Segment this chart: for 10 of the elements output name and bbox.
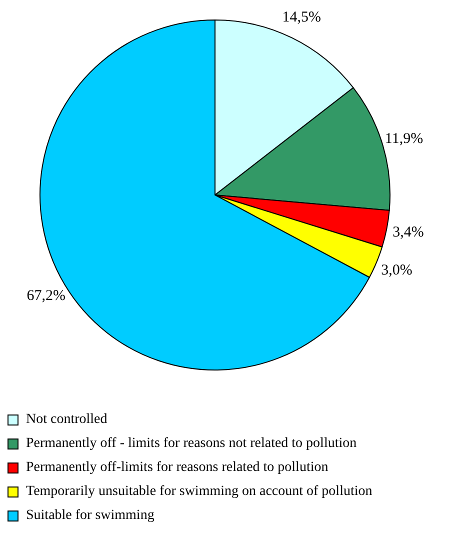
legend-label: Suitable for swimming [26, 508, 154, 524]
legend-label: Permanently off-limits for reasons related to pollution [26, 460, 328, 476]
data-label: 14,5% [282, 10, 322, 26]
legend-label: Temporarily unsuitable for swimming on account of pollution [26, 484, 372, 500]
legend-label: Permanently off - limits for reasons not related to pollution [26, 436, 357, 452]
data-label: 11,9% [384, 130, 424, 147]
data-label: 3,4% [392, 224, 424, 241]
data-label: 3,0% [381, 262, 412, 278]
legend-label: Not controlled [26, 412, 108, 428]
data-label: 67,2% [26, 288, 66, 304]
